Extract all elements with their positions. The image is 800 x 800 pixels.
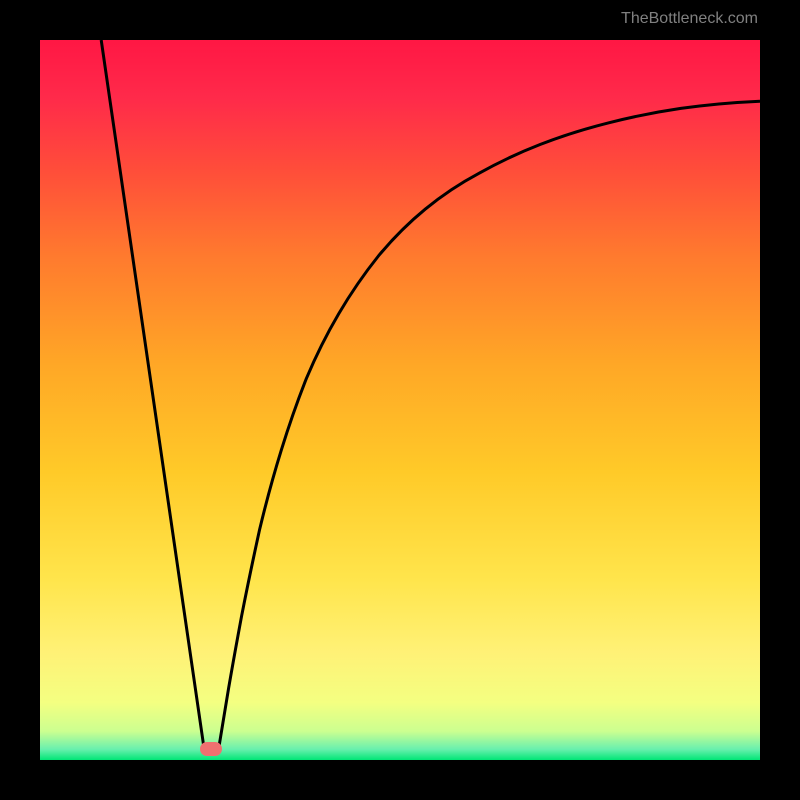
gradient-rect	[40, 40, 760, 760]
minimum-marker	[200, 742, 222, 756]
watermark-text: TheBottleneck.com	[621, 10, 758, 28]
plot-area	[40, 40, 760, 760]
chart-container: TheBottleneck.com	[0, 0, 800, 800]
gradient-background	[40, 40, 760, 760]
